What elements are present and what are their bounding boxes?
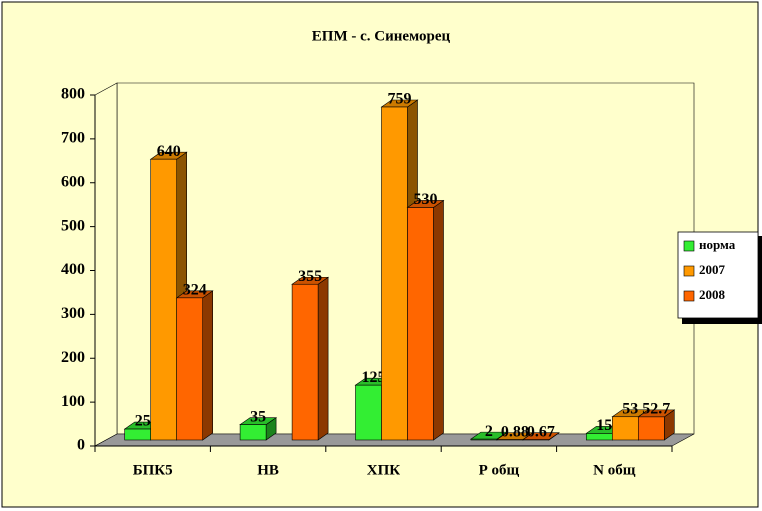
value-label: 25 [135, 413, 151, 430]
x-tick-label: N общ [593, 462, 636, 478]
y-tick-label: 300 [61, 305, 85, 322]
bar-front [239, 424, 267, 441]
bar-front [291, 283, 319, 441]
chart-title: ЕПМ - с. Синеморец [312, 28, 451, 44]
legend-label: норма [699, 237, 736, 252]
bar [175, 290, 214, 441]
bar-front [637, 416, 665, 441]
bar-front [355, 384, 382, 441]
bar-front [585, 433, 613, 441]
value-label: 125 [362, 369, 386, 386]
x-tick-label: Р общ [479, 462, 520, 478]
value-label: 530 [414, 191, 438, 208]
value-label: 324 [183, 282, 207, 299]
value-label: 759 [388, 91, 412, 108]
value-label: 0.67 [527, 423, 555, 440]
value-label: 53 [622, 400, 638, 417]
side-wall [94, 82, 118, 447]
value-label: 35 [250, 408, 266, 425]
legend-swatch [683, 290, 695, 302]
bar [291, 276, 330, 441]
bar-front [381, 106, 408, 441]
value-label: 355 [298, 268, 322, 285]
value-label: 52.7 [642, 401, 670, 418]
x-tick-label: БПК5 [133, 462, 173, 478]
y-tick-label: 500 [61, 217, 85, 234]
legend-label: 2008 [699, 287, 726, 302]
bar-side [433, 199, 444, 441]
bar [637, 409, 676, 441]
value-label: 0.88 [501, 423, 529, 440]
y-tick-label: 700 [61, 130, 85, 147]
bar-side [317, 276, 329, 441]
value-label: 15 [596, 417, 612, 434]
bar-front [470, 438, 498, 441]
y-tick-label: 100 [61, 393, 85, 410]
bar-front [124, 428, 151, 441]
bar [521, 432, 560, 441]
y-tick-label: 0 [77, 437, 85, 454]
value-label: 640 [157, 143, 181, 160]
bar [406, 199, 445, 441]
value-label: 2 [485, 423, 493, 440]
bar-side [202, 290, 213, 441]
y-tick-label: 200 [61, 349, 85, 366]
y-tick-label: 400 [61, 261, 85, 278]
bar-front [176, 297, 203, 441]
legend-swatch [683, 265, 695, 277]
bar-front [150, 158, 177, 441]
x-tick-label: НВ [257, 462, 279, 478]
bar-front [407, 207, 434, 441]
y-tick-label: 800 [61, 86, 85, 103]
bar [239, 417, 278, 441]
x-tick-label: ХПК [367, 462, 401, 478]
legend-swatch [683, 240, 695, 252]
legend-label: 2007 [699, 262, 726, 277]
bar-front [611, 416, 639, 441]
y-tick-label: 600 [61, 173, 85, 190]
